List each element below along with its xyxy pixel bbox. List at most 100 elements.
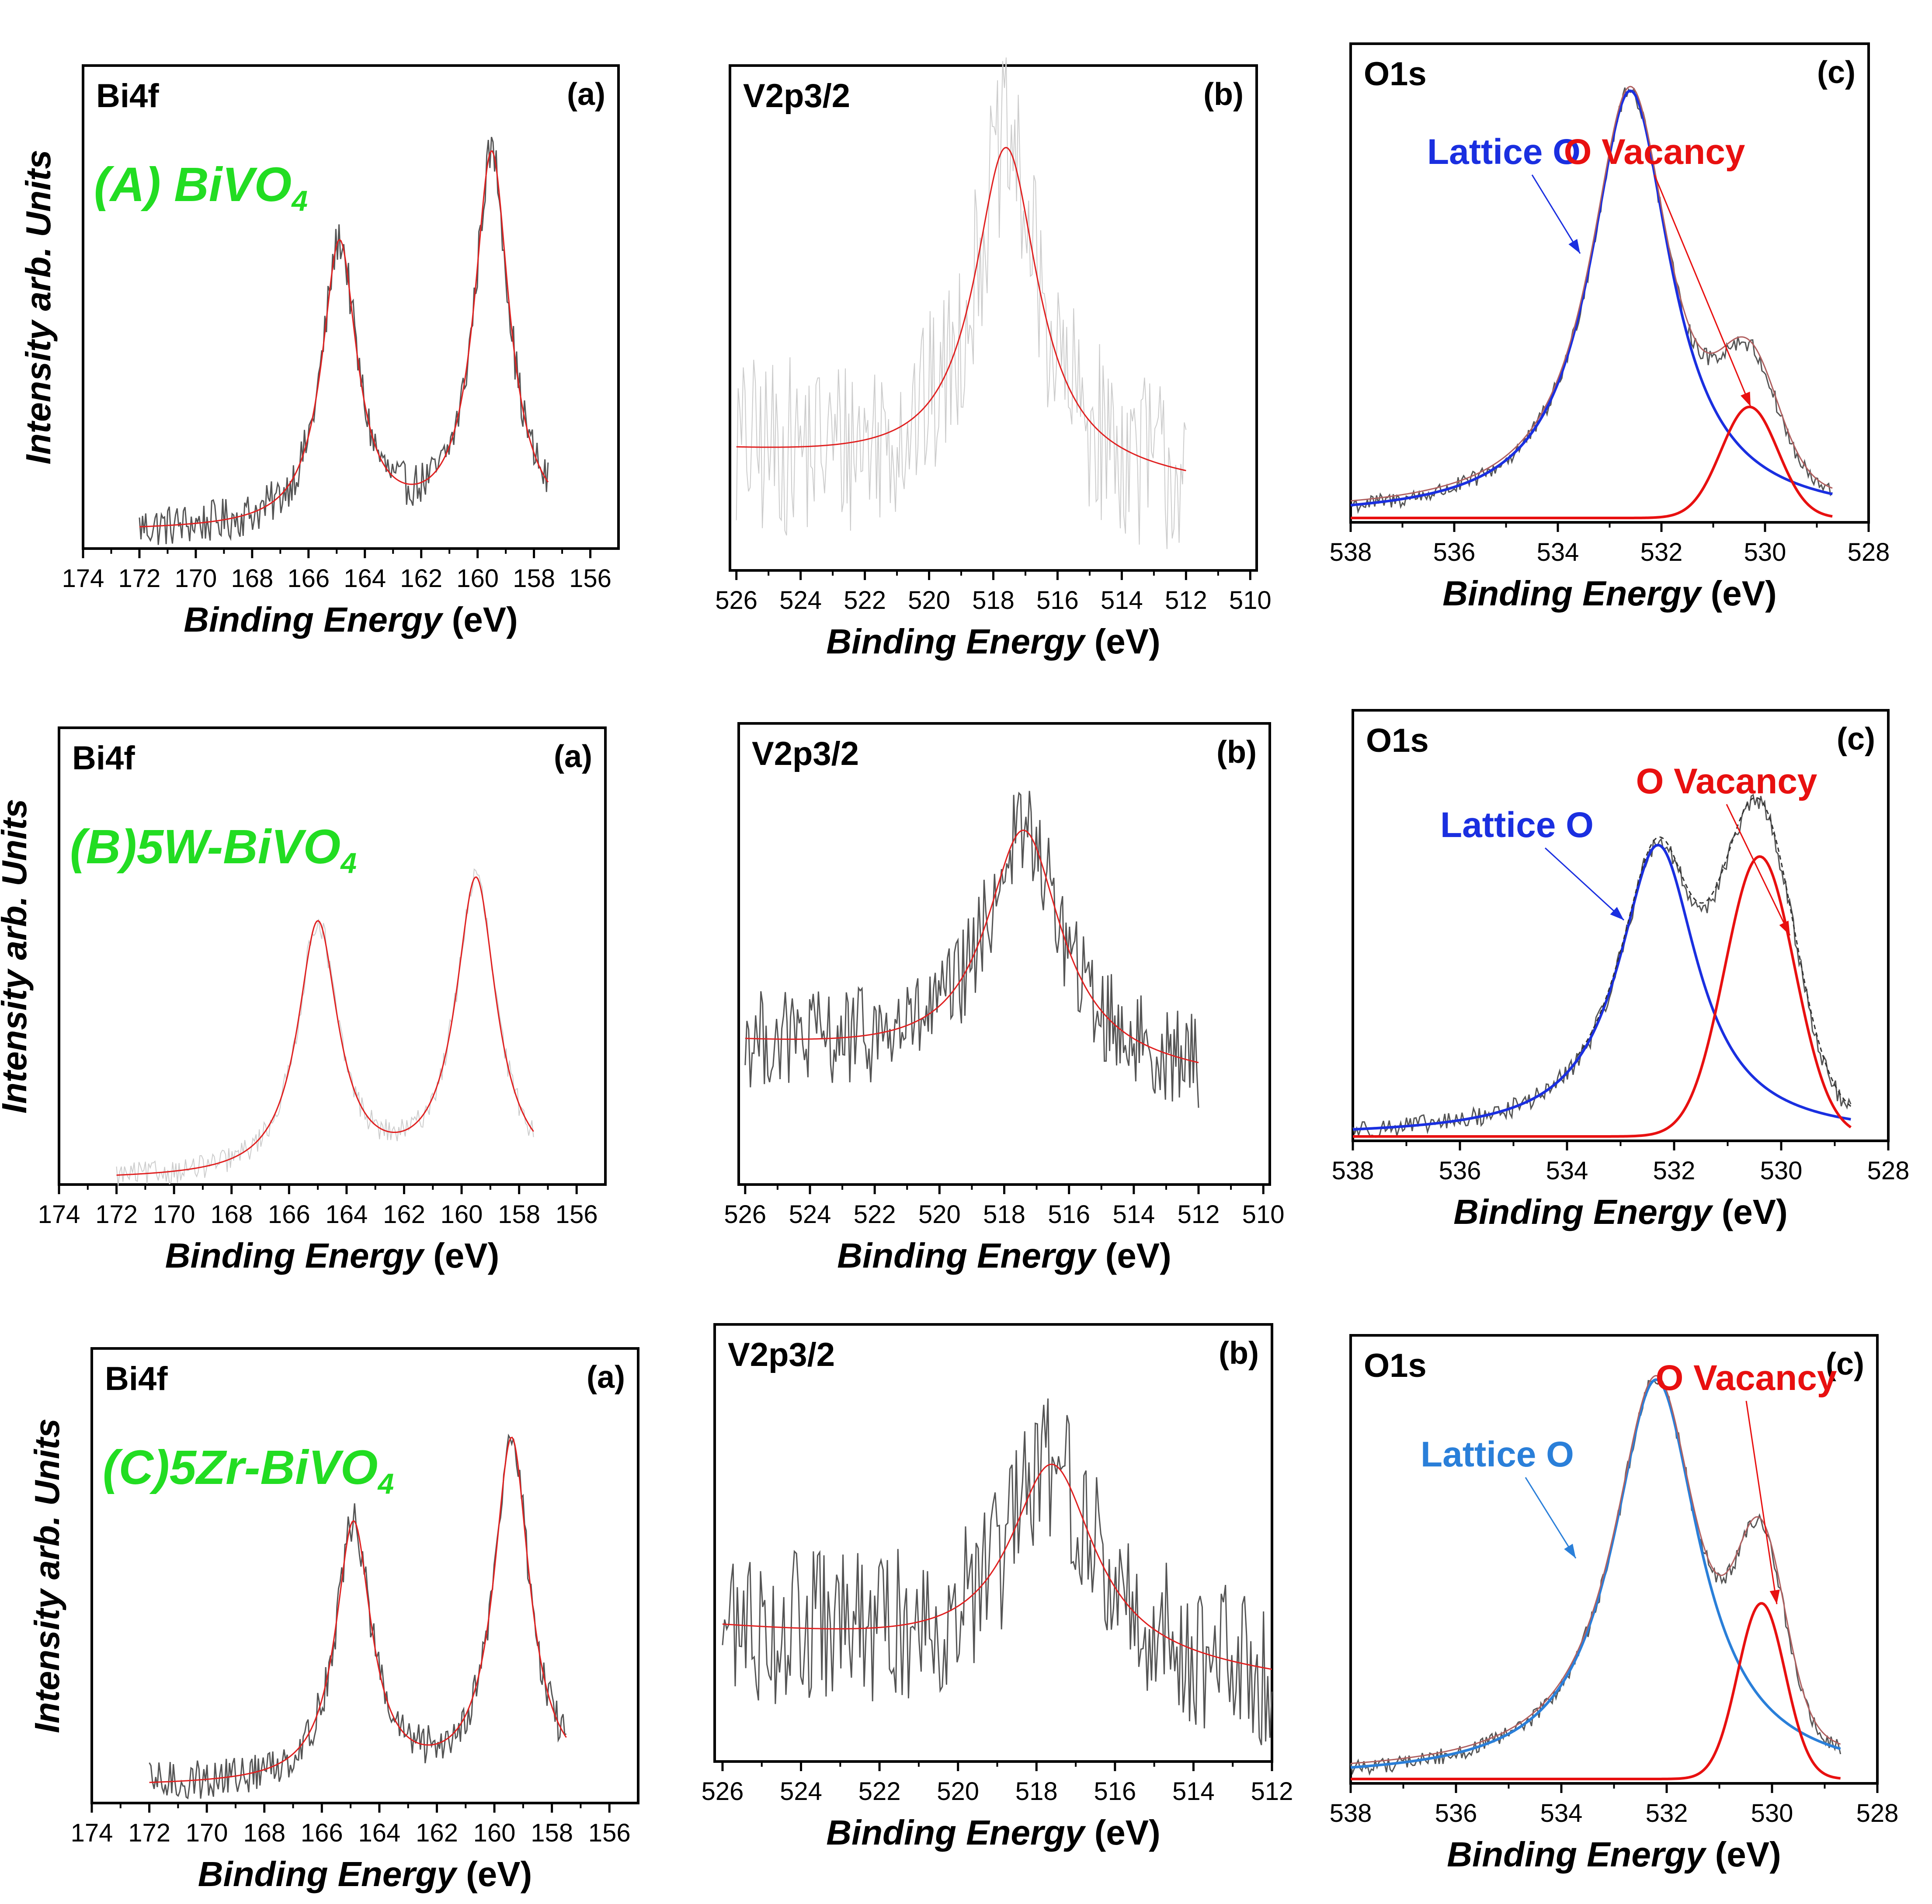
panel-title: V2p3/2: [752, 735, 859, 772]
x-tick-label: 514: [1112, 1200, 1155, 1229]
x-tick-label: 530: [1744, 538, 1786, 566]
x-tick-label: 526: [702, 1777, 744, 1806]
x-tick-label: 174: [71, 1819, 113, 1847]
x-axis-label: Binding Energy (eV): [165, 1236, 500, 1275]
x-tick-label: 538: [1330, 538, 1372, 566]
x-tick-label: 534: [1546, 1157, 1588, 1185]
annotation-label: Lattice O: [1421, 1435, 1574, 1474]
series-raw-data: [116, 868, 534, 1186]
x-tick-label: 518: [1015, 1777, 1058, 1806]
x-tick-label: 514: [1172, 1777, 1215, 1806]
panel-title: Bi4f: [96, 77, 159, 115]
panel-letter: (a): [554, 739, 592, 774]
x-axis: 538 536 534 532 530 528: [1332, 1141, 1909, 1185]
x-tick-label: 170: [186, 1819, 228, 1847]
plot-frame: [58, 726, 607, 1186]
panel-letter: (a): [567, 77, 605, 112]
x-tick-label: 516: [1048, 1200, 1090, 1229]
x-tick-label: 174: [38, 1200, 80, 1229]
x-tick-label: 512: [1178, 1200, 1220, 1229]
x-tick-label: 168: [231, 564, 273, 593]
panel-letter: (c): [1826, 1347, 1864, 1382]
x-tick-label: 512: [1251, 1777, 1293, 1806]
panel-title: Bi4f: [72, 740, 135, 777]
y-axis-label: Intensity arb. Units: [28, 1418, 66, 1733]
x-tick-label: 532: [1640, 538, 1683, 566]
x-tick-label: 532: [1653, 1157, 1696, 1185]
x-tick-label: 520: [937, 1777, 979, 1806]
panel-C-b: 526 524 522 520 518 516 514 512 Binding Energy (…: [702, 1323, 1293, 1852]
x-tick-label: 530: [1760, 1157, 1803, 1185]
x-tick-label: 158: [531, 1819, 573, 1847]
series-o-vacancy: [1351, 1602, 1841, 1780]
x-axis-label: Binding Energy (eV): [826, 622, 1161, 661]
x-tick-label: 536: [1439, 1157, 1481, 1185]
plot-frame: [1349, 42, 1870, 524]
series-fit: [745, 829, 1199, 1063]
arrow-head: [1769, 1589, 1780, 1604]
x-tick-label: 528: [1848, 538, 1890, 566]
x-tick-label: 170: [175, 564, 217, 593]
panel-letter: (c): [1837, 722, 1875, 757]
series-lattice-o: [1350, 1378, 1841, 1769]
x-tick-label: 172: [95, 1200, 138, 1229]
x-tick-label: 522: [854, 1200, 896, 1229]
sample-label: (A) BiVO4: [94, 158, 308, 217]
sample-label: (B)5W-BiVO4: [70, 820, 357, 879]
panel-letter: (a): [587, 1360, 625, 1395]
x-tick-label: 170: [153, 1200, 195, 1229]
annotation-label: O Vacancy: [1636, 761, 1817, 801]
x-tick-label: 166: [301, 1819, 343, 1847]
plot-frame: [713, 1323, 1273, 1763]
annotation-label: O Vacancy: [1564, 132, 1745, 172]
x-tick-label: 174: [62, 564, 104, 593]
x-tick-label: 538: [1330, 1799, 1372, 1828]
series-lattice-o: [1352, 844, 1851, 1131]
x-tick-label: 536: [1433, 538, 1476, 566]
panel-title: O1s: [1364, 1347, 1427, 1384]
x-tick-label: 162: [416, 1819, 458, 1847]
x-tick-label: 524: [789, 1200, 831, 1229]
y-axis-label: Intensity arb. Units: [19, 149, 58, 464]
x-tick-label: 162: [383, 1200, 425, 1229]
x-axis: 538 536 534 532 530 528: [1330, 522, 1890, 566]
panel-title: O1s: [1366, 722, 1429, 759]
panel-A-a: 174 172 170 168 166 164 162 160 158 156 Binding En…: [19, 64, 620, 639]
x-tick-label: 164: [358, 1819, 401, 1847]
panel-B-a: 174 172 170 168 166 164 162 160 158 156 Binding En…: [0, 726, 607, 1275]
x-tick-label: 512: [1165, 586, 1207, 615]
arrow-head: [1564, 1543, 1576, 1558]
x-tick-label: 524: [779, 586, 822, 615]
panel-letter: (b): [1203, 77, 1244, 112]
annotation-label: Lattice O: [1427, 132, 1581, 172]
x-tick-label: 166: [268, 1200, 310, 1229]
x-tick-label: 520: [908, 586, 950, 615]
x-tick-label: 158: [498, 1200, 540, 1229]
arrow-head: [1610, 907, 1624, 920]
x-axis: 526 524 522 520 518 516 514 512 510: [724, 1185, 1285, 1229]
panel-letter: (b): [1219, 1336, 1259, 1371]
x-axis: 538 536 534 532 530 528: [1330, 1783, 1899, 1828]
x-tick-label: 164: [326, 1200, 368, 1229]
x-tick-label: 528: [1856, 1799, 1899, 1828]
annotation-arrow: [1726, 804, 1791, 936]
x-axis-label: Binding Energy (eV): [826, 1813, 1161, 1852]
x-axis: 526 524 522 520 518 516 514 512 510: [715, 570, 1272, 615]
series-raw-data: [1352, 794, 1852, 1138]
panel-letter: (c): [1817, 55, 1856, 90]
x-tick-label: 522: [858, 1777, 901, 1806]
x-tick-label: 168: [210, 1200, 253, 1229]
series-o-vacancy: [1353, 855, 1852, 1138]
x-axis-label: Binding Energy (eV): [1442, 574, 1777, 613]
x-tick-label: 536: [1435, 1799, 1477, 1828]
x-axis-label: Binding Energy (eV): [198, 1855, 532, 1894]
x-tick-label: 538: [1332, 1157, 1374, 1185]
series-envelope: [1350, 86, 1833, 502]
x-tick-label: 510: [1242, 1200, 1285, 1229]
series-lattice-o: [1350, 89, 1833, 507]
annotation-label: Lattice O: [1440, 805, 1594, 845]
x-tick-label: 518: [983, 1200, 1025, 1229]
x-axis-label: Binding Energy (eV): [1453, 1192, 1788, 1231]
series-fit: [736, 146, 1186, 472]
arrow-head: [1568, 239, 1580, 254]
